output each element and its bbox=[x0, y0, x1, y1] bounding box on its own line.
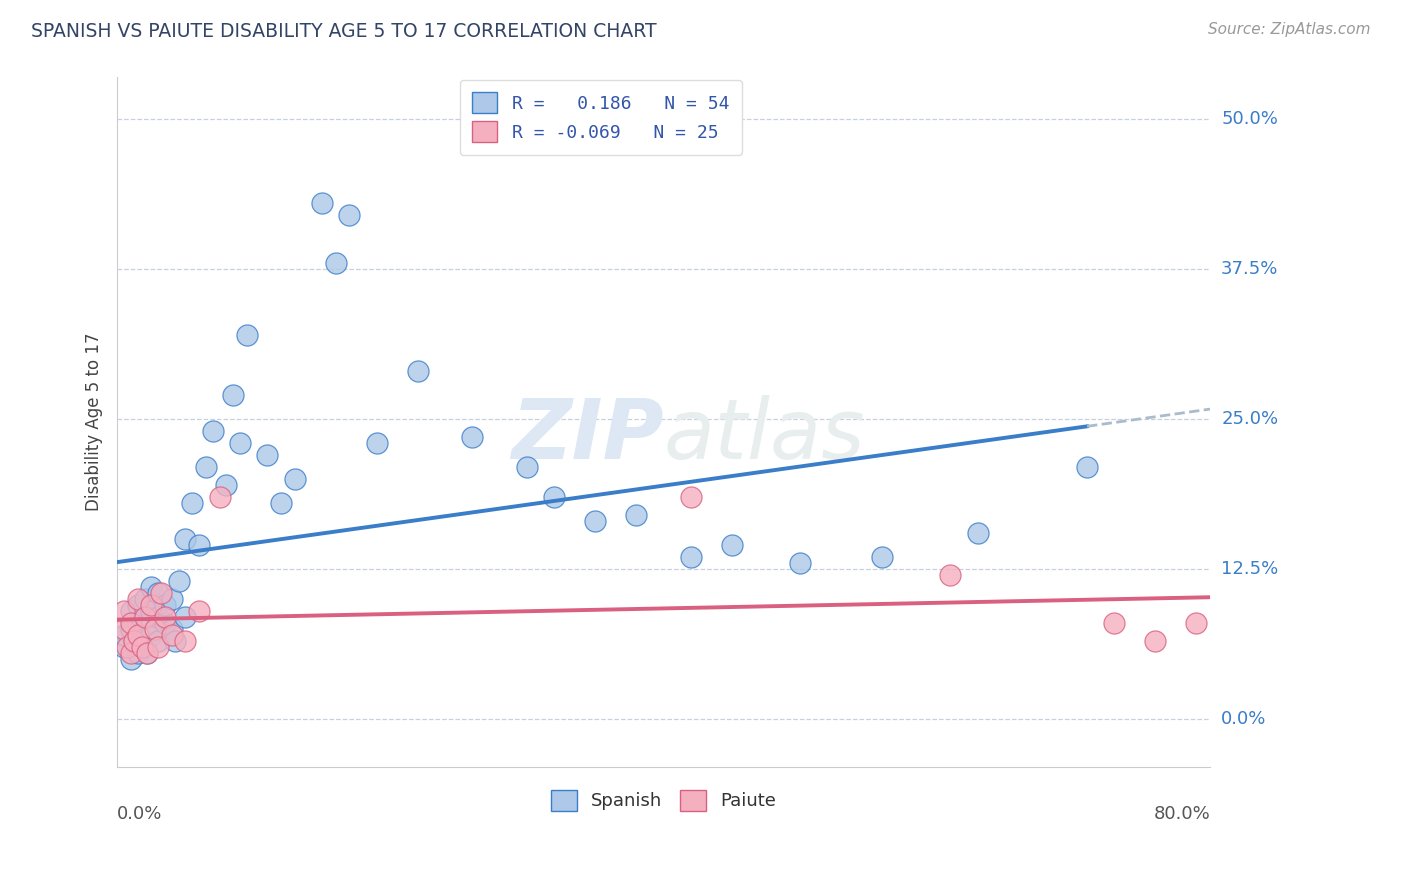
Point bbox=[366, 436, 388, 450]
Point bbox=[160, 628, 183, 642]
Point bbox=[201, 424, 224, 438]
Point bbox=[131, 640, 153, 654]
Point bbox=[160, 622, 183, 636]
Point bbox=[112, 604, 135, 618]
Point bbox=[146, 586, 169, 600]
Text: Source: ZipAtlas.com: Source: ZipAtlas.com bbox=[1208, 22, 1371, 37]
Point bbox=[270, 496, 292, 510]
Point bbox=[112, 628, 135, 642]
Point bbox=[160, 591, 183, 606]
Point bbox=[134, 640, 156, 654]
Point bbox=[120, 604, 142, 618]
Point bbox=[120, 615, 142, 630]
Point bbox=[134, 622, 156, 636]
Point bbox=[311, 196, 333, 211]
Point bbox=[966, 525, 988, 540]
Point bbox=[136, 646, 159, 660]
Y-axis label: Disability Age 5 to 17: Disability Age 5 to 17 bbox=[86, 333, 103, 511]
Point bbox=[120, 651, 142, 665]
Point bbox=[141, 598, 163, 612]
Point bbox=[112, 640, 135, 654]
Point bbox=[256, 448, 278, 462]
Point bbox=[120, 646, 142, 660]
Point bbox=[208, 490, 231, 504]
Legend: Spanish, Paiute: Spanish, Paiute bbox=[543, 780, 785, 820]
Text: 37.5%: 37.5% bbox=[1222, 260, 1278, 278]
Point bbox=[174, 532, 197, 546]
Point bbox=[163, 633, 186, 648]
Text: 25.0%: 25.0% bbox=[1222, 410, 1278, 428]
Point bbox=[679, 549, 702, 564]
Point bbox=[1104, 615, 1126, 630]
Text: SPANISH VS PAIUTE DISABILITY AGE 5 TO 17 CORRELATION CHART: SPANISH VS PAIUTE DISABILITY AGE 5 TO 17… bbox=[31, 22, 657, 41]
Point bbox=[145, 622, 167, 636]
Text: ZIP: ZIP bbox=[510, 395, 664, 476]
Point bbox=[174, 609, 197, 624]
Point bbox=[939, 567, 962, 582]
Point bbox=[127, 615, 149, 630]
Text: atlas: atlas bbox=[664, 395, 865, 476]
Point bbox=[141, 580, 163, 594]
Point bbox=[146, 609, 169, 624]
Point bbox=[127, 646, 149, 660]
Point bbox=[115, 640, 138, 654]
Point bbox=[146, 640, 169, 654]
Point bbox=[583, 514, 606, 528]
Point bbox=[1076, 459, 1098, 474]
Point bbox=[134, 591, 156, 606]
Point bbox=[870, 549, 893, 564]
Point bbox=[188, 604, 211, 618]
Point bbox=[153, 598, 176, 612]
Point bbox=[112, 622, 135, 636]
Point bbox=[146, 633, 169, 648]
Point bbox=[127, 591, 149, 606]
Point bbox=[236, 328, 259, 343]
Point bbox=[284, 472, 307, 486]
Point bbox=[153, 615, 176, 630]
Point bbox=[149, 586, 172, 600]
Point bbox=[141, 628, 163, 642]
Point bbox=[127, 598, 149, 612]
Point bbox=[122, 633, 145, 648]
Point bbox=[339, 208, 361, 222]
Point bbox=[136, 646, 159, 660]
Point bbox=[229, 436, 252, 450]
Point bbox=[325, 256, 347, 270]
Point bbox=[721, 538, 744, 552]
Text: 80.0%: 80.0% bbox=[1153, 805, 1211, 823]
Point bbox=[406, 364, 429, 378]
Text: 50.0%: 50.0% bbox=[1222, 111, 1278, 128]
Point bbox=[134, 609, 156, 624]
Point bbox=[167, 574, 190, 588]
Point bbox=[122, 633, 145, 648]
Point bbox=[1144, 633, 1167, 648]
Text: 0.0%: 0.0% bbox=[117, 805, 163, 823]
Point bbox=[679, 490, 702, 504]
Point bbox=[181, 496, 204, 510]
Point bbox=[626, 508, 648, 522]
Point bbox=[153, 609, 176, 624]
Point bbox=[120, 622, 142, 636]
Point bbox=[516, 459, 538, 474]
Text: 12.5%: 12.5% bbox=[1222, 560, 1278, 578]
Point bbox=[789, 556, 811, 570]
Point bbox=[543, 490, 565, 504]
Point bbox=[141, 604, 163, 618]
Text: 0.0%: 0.0% bbox=[1222, 710, 1267, 728]
Point bbox=[195, 459, 218, 474]
Point bbox=[461, 430, 484, 444]
Point bbox=[222, 388, 245, 402]
Point bbox=[127, 628, 149, 642]
Point bbox=[1185, 615, 1208, 630]
Point bbox=[215, 478, 238, 492]
Point bbox=[188, 538, 211, 552]
Point bbox=[174, 633, 197, 648]
